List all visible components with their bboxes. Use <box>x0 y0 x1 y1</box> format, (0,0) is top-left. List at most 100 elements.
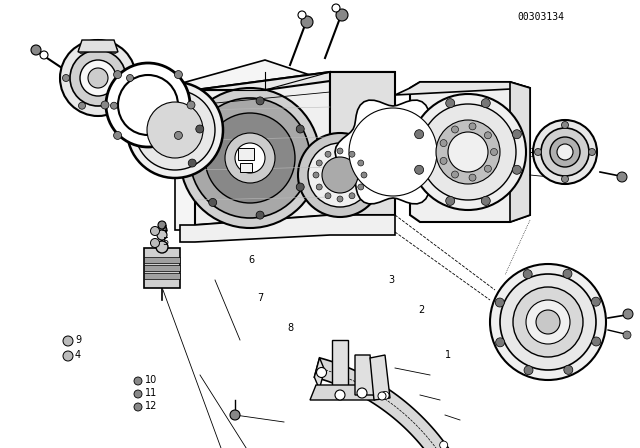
Text: 7: 7 <box>257 293 263 303</box>
Polygon shape <box>314 358 324 389</box>
Text: 4: 4 <box>162 225 168 235</box>
Circle shape <box>157 225 167 235</box>
Circle shape <box>490 264 606 380</box>
Circle shape <box>357 388 367 398</box>
Circle shape <box>358 184 364 190</box>
Polygon shape <box>195 72 330 225</box>
Circle shape <box>550 137 580 167</box>
Circle shape <box>451 126 458 133</box>
Text: 2: 2 <box>418 305 424 315</box>
Circle shape <box>63 74 70 82</box>
Circle shape <box>534 148 541 155</box>
Circle shape <box>349 108 437 196</box>
Circle shape <box>225 133 275 183</box>
Polygon shape <box>330 72 395 215</box>
Circle shape <box>134 390 142 398</box>
Polygon shape <box>195 72 395 90</box>
Circle shape <box>526 300 570 344</box>
Text: 11: 11 <box>145 388 157 398</box>
Circle shape <box>332 4 340 12</box>
Circle shape <box>127 74 134 82</box>
Circle shape <box>335 390 345 400</box>
Polygon shape <box>510 82 530 222</box>
Polygon shape <box>175 60 310 230</box>
Circle shape <box>296 125 304 133</box>
Circle shape <box>230 410 240 420</box>
Circle shape <box>88 68 108 88</box>
Circle shape <box>561 121 568 129</box>
Circle shape <box>451 171 458 178</box>
Circle shape <box>415 165 424 174</box>
Text: 4: 4 <box>75 350 81 360</box>
Polygon shape <box>180 215 395 242</box>
Circle shape <box>337 148 343 154</box>
Circle shape <box>316 184 322 190</box>
Circle shape <box>147 102 203 158</box>
Circle shape <box>358 160 364 166</box>
Circle shape <box>481 99 490 108</box>
Circle shape <box>298 133 382 217</box>
Circle shape <box>158 221 166 229</box>
Circle shape <box>101 101 109 109</box>
Circle shape <box>325 193 331 199</box>
Polygon shape <box>240 163 252 172</box>
Text: 5: 5 <box>162 237 168 247</box>
Circle shape <box>118 75 178 135</box>
Polygon shape <box>144 257 180 263</box>
Circle shape <box>623 309 633 319</box>
Circle shape <box>298 11 306 19</box>
Circle shape <box>308 143 372 207</box>
Circle shape <box>325 151 331 157</box>
Circle shape <box>623 331 631 339</box>
Circle shape <box>256 97 264 105</box>
Circle shape <box>440 157 447 164</box>
Circle shape <box>80 60 116 96</box>
Polygon shape <box>410 82 530 222</box>
Circle shape <box>70 50 126 106</box>
Circle shape <box>500 274 596 370</box>
Circle shape <box>336 9 348 21</box>
Circle shape <box>337 196 343 202</box>
Text: 1: 1 <box>445 350 451 360</box>
Text: 3: 3 <box>388 275 394 285</box>
Circle shape <box>564 366 573 375</box>
Circle shape <box>589 148 595 155</box>
Circle shape <box>445 99 454 108</box>
Circle shape <box>301 16 313 28</box>
Circle shape <box>31 45 41 55</box>
Polygon shape <box>395 82 530 95</box>
Circle shape <box>175 131 182 139</box>
Circle shape <box>513 287 583 357</box>
Circle shape <box>378 392 386 400</box>
Circle shape <box>113 131 122 139</box>
Circle shape <box>180 88 320 228</box>
Circle shape <box>190 98 310 218</box>
Circle shape <box>313 172 319 178</box>
Polygon shape <box>310 385 375 400</box>
Circle shape <box>111 47 118 54</box>
Polygon shape <box>144 273 180 279</box>
Polygon shape <box>238 148 254 160</box>
Circle shape <box>349 193 355 199</box>
Text: 9: 9 <box>75 335 81 345</box>
Circle shape <box>296 183 304 191</box>
Circle shape <box>495 298 504 307</box>
Circle shape <box>561 176 568 182</box>
Text: 12: 12 <box>145 401 157 411</box>
Circle shape <box>484 132 492 139</box>
Circle shape <box>617 172 627 182</box>
Polygon shape <box>78 40 118 52</box>
Circle shape <box>135 90 215 170</box>
Circle shape <box>317 367 326 378</box>
Circle shape <box>563 269 572 278</box>
Circle shape <box>205 113 295 203</box>
Circle shape <box>513 165 522 174</box>
Circle shape <box>79 47 86 54</box>
Circle shape <box>523 270 532 279</box>
Circle shape <box>63 351 73 361</box>
Circle shape <box>415 130 424 139</box>
Circle shape <box>440 441 448 448</box>
Circle shape <box>256 211 264 219</box>
Circle shape <box>445 196 454 205</box>
Circle shape <box>127 82 223 178</box>
